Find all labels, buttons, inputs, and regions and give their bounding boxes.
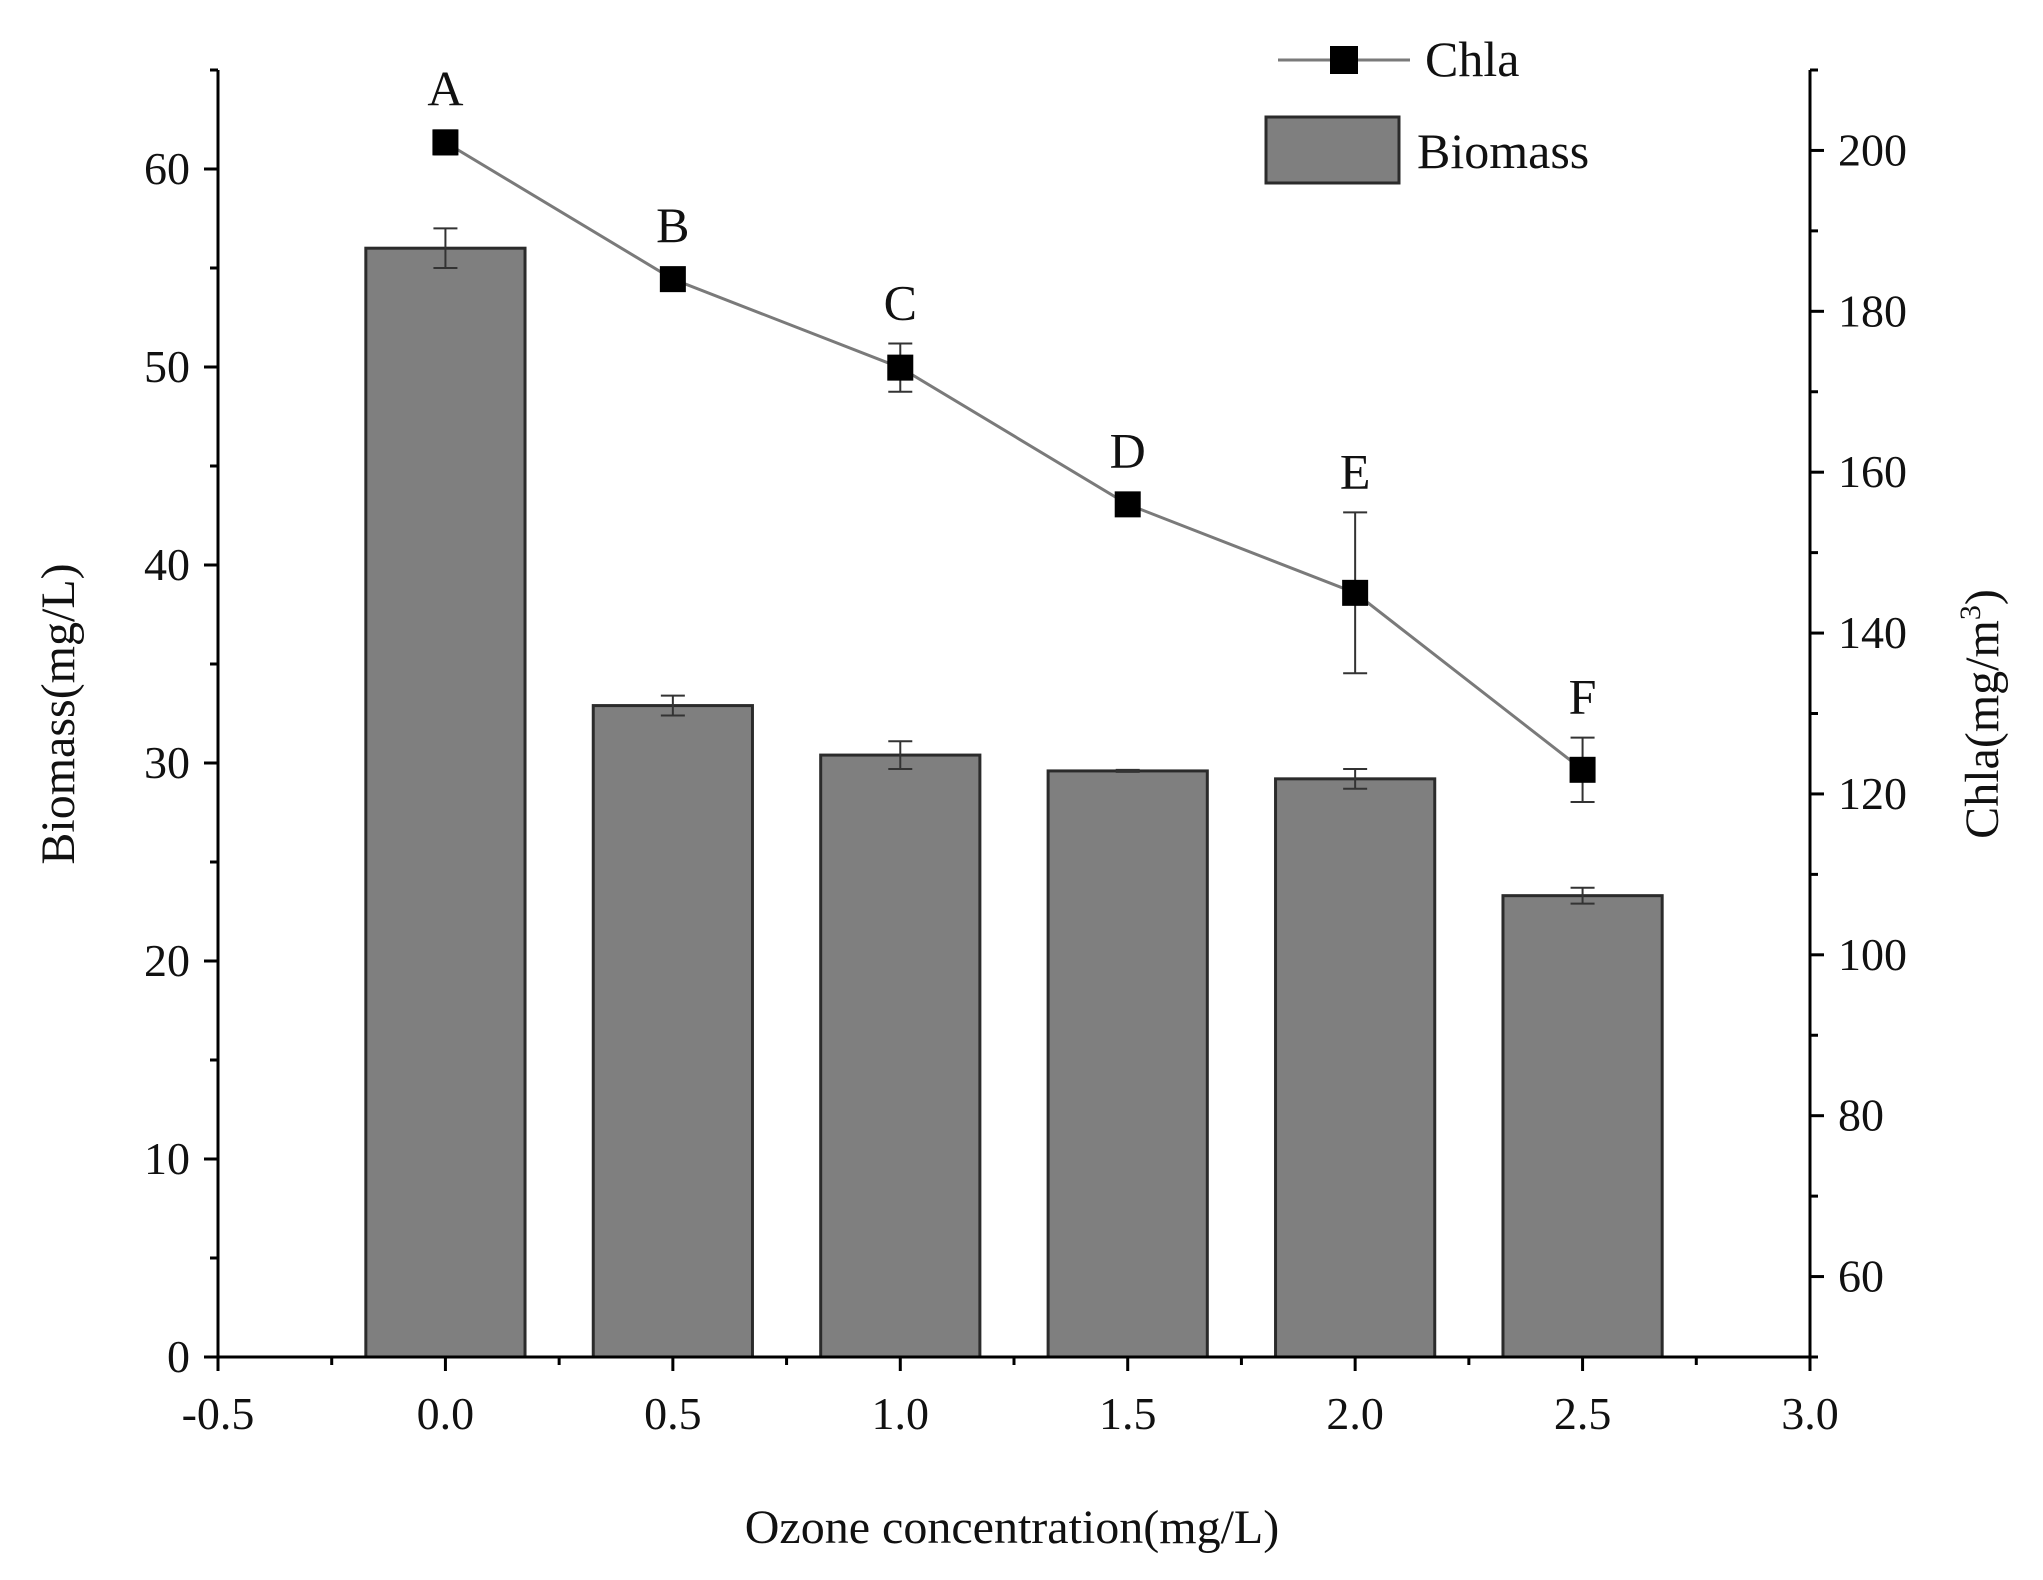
y-right-tick-label: 100 — [1838, 929, 1907, 980]
axis-ticks: -0.5 0.0 0.5 1.0 1.5 2.0 2.5 3.0 0 10 20 30 40 50 60 60… — [144, 68, 1907, 1439]
y-left-tick-label: 50 — [144, 341, 190, 392]
x-tick-label: -0.5 — [182, 1388, 255, 1439]
chla-point-label: B — [656, 197, 689, 253]
biomass-bar — [819, 753, 982, 1359]
chla-point-label: D — [1110, 422, 1146, 478]
chla-line — [444, 141, 1584, 771]
chla-point-label: C — [884, 274, 917, 330]
chla-marker — [659, 266, 686, 293]
x-tick-label: 0.5 — [644, 1388, 702, 1439]
biomass-bar — [1274, 777, 1437, 1359]
y-right-tick-label: 180 — [1838, 285, 1907, 336]
y-right-tick-label: 120 — [1838, 768, 1907, 819]
legend-chla-marker — [1330, 46, 1358, 74]
biomass-bar — [364, 246, 527, 1359]
chla-marker — [1342, 579, 1369, 606]
x-axis-title: Ozone concentration(mg/L) — [745, 1501, 1279, 1554]
chla-marker — [1114, 491, 1141, 518]
chla-point-label: F — [1569, 669, 1597, 725]
legend-biomass-label: Biomass — [1417, 123, 1589, 179]
y-right-tick-label: 140 — [1838, 607, 1907, 658]
y-right-axis-title-superscript: 3 — [1954, 605, 1987, 620]
y-left-tick-label: 10 — [144, 1133, 190, 1184]
x-tick-label: 1.0 — [872, 1388, 930, 1439]
legend: Chla Biomass — [1264, 31, 1589, 185]
y-left-tick-label: 40 — [144, 539, 190, 590]
legend-chla-label: Chla — [1425, 31, 1519, 87]
biomass-bar — [1046, 769, 1209, 1359]
chla-line-series: A B C D E F — [427, 60, 1597, 803]
x-tick-label: 3.0 — [1781, 1388, 1839, 1439]
x-tick-label: 2.0 — [1326, 1388, 1384, 1439]
biomass-bar — [591, 704, 754, 1359]
y-right-axis-title-main: Chla(mg/m — [1956, 620, 2009, 839]
chla-point-label: A — [427, 60, 463, 116]
x-tick-label: 2.5 — [1554, 1388, 1612, 1439]
x-tick-label: 0.0 — [417, 1388, 475, 1439]
y-right-tick-label: 60 — [1838, 1251, 1884, 1302]
y-left-axis-title: Biomass(mg/L) — [32, 563, 85, 864]
y-left-tick-label: 60 — [144, 143, 190, 194]
chla-marker — [432, 129, 459, 156]
y-right-axis-title-suffix: ) — [1956, 589, 2009, 605]
biomass-bars — [364, 227, 1664, 1359]
y-right-tick-label: 80 — [1838, 1090, 1884, 1141]
chla-point-label: E — [1340, 443, 1371, 499]
y-right-axis-title: Chla(mg/m3) — [1954, 589, 2009, 839]
x-tick-label: 1.5 — [1099, 1388, 1157, 1439]
y-left-tick-label: 20 — [144, 935, 190, 986]
legend-biomass-swatch — [1264, 115, 1401, 185]
chla-marker — [887, 354, 914, 381]
y-left-tick-label: 0 — [167, 1331, 190, 1382]
biomass-bar — [1501, 894, 1664, 1359]
y-left-tick-label: 30 — [144, 737, 190, 788]
chla-marker — [1569, 756, 1596, 783]
y-right-tick-label: 200 — [1838, 124, 1907, 175]
y-right-tick-label: 160 — [1838, 446, 1907, 497]
